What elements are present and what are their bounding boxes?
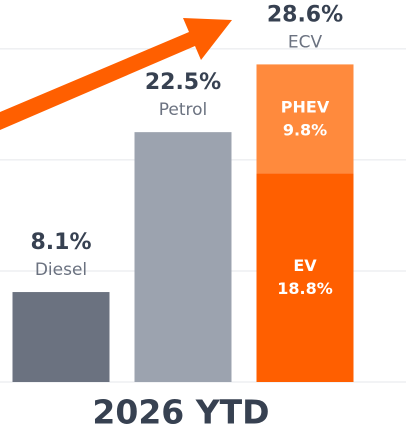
value-label: 8.1% — [30, 230, 91, 255]
segment-value-label: 9.8% — [283, 120, 327, 139]
labels: 8.1% Diesel 22.5% Petrol EV 18.8% PHEV 9.8% 28.6… — [30, 2, 343, 298]
bar-segment — [256, 64, 354, 174]
total-label: 28.6% — [267, 2, 343, 27]
segment-name: PHEV — [281, 97, 330, 116]
category-label: ECV — [288, 32, 323, 52]
bar-segment — [256, 173, 354, 382]
bar — [12, 292, 110, 382]
category-label: Diesel — [35, 260, 87, 280]
segment-value-label: 18.8% — [277, 279, 333, 298]
trend-arrow — [0, 18, 232, 130]
value-label: 22.5% — [145, 70, 221, 95]
bar — [134, 132, 232, 382]
category-label: Petrol — [159, 100, 208, 120]
segment-name: EV — [293, 256, 317, 275]
bars — [12, 64, 354, 382]
chart-title: 2026 YTD — [92, 393, 269, 431]
